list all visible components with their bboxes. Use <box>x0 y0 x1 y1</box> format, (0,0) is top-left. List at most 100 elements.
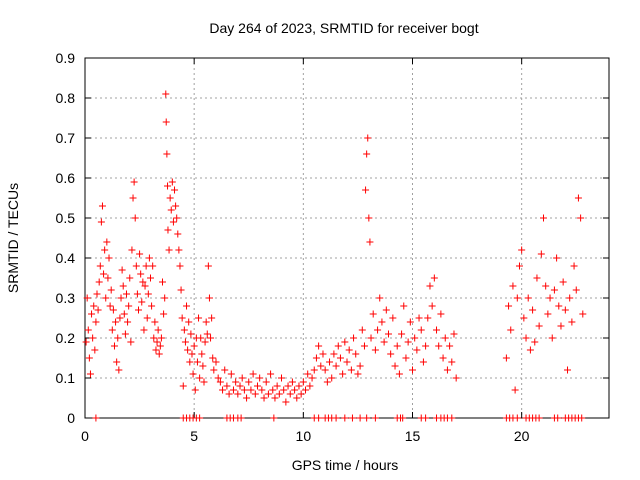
data-point <box>299 378 307 386</box>
data-point <box>197 334 205 342</box>
data-point <box>336 354 344 362</box>
data-point <box>537 250 545 258</box>
data-point <box>422 342 430 350</box>
data-point <box>312 354 320 362</box>
data-point <box>95 278 103 286</box>
data-point <box>559 278 567 286</box>
data-point <box>535 414 543 422</box>
data-point <box>154 326 162 334</box>
data-point <box>137 270 145 278</box>
data-point <box>323 378 331 386</box>
data-point <box>169 218 177 226</box>
x-tick-label: 20 <box>514 428 530 444</box>
data-point <box>119 282 127 290</box>
data-point <box>161 294 169 302</box>
data-point <box>256 374 264 382</box>
data-point <box>102 294 110 302</box>
data-point <box>391 362 399 370</box>
data-point <box>295 382 303 390</box>
data-point <box>424 314 432 322</box>
data-point <box>141 282 149 290</box>
axis-ticks: 0 0.1 0.2 0.3 0.4 0.5 0.6 0.7 0.8 0.9 0 5 10 15 20 <box>56 50 609 444</box>
data-point <box>330 350 338 358</box>
data-point <box>131 214 139 222</box>
data-point <box>89 334 97 342</box>
data-point <box>544 310 552 318</box>
data-point <box>535 322 543 330</box>
data-point <box>568 318 576 326</box>
data-point <box>437 310 445 318</box>
data-point <box>273 382 281 390</box>
data-point <box>205 294 213 302</box>
data-point <box>577 214 585 222</box>
data-point <box>177 286 185 294</box>
data-point <box>400 302 408 310</box>
data-point <box>126 274 134 282</box>
data-point <box>422 414 430 422</box>
data-point <box>148 302 156 310</box>
data-points <box>82 90 587 422</box>
data-point <box>151 318 159 326</box>
data-point <box>350 334 358 342</box>
data-point <box>106 302 114 310</box>
data-point <box>166 194 174 202</box>
data-point <box>251 390 259 398</box>
data-point <box>117 294 125 302</box>
data-point <box>139 278 147 286</box>
data-point <box>366 238 374 246</box>
data-point <box>561 306 569 314</box>
data-point <box>183 302 191 310</box>
data-point <box>127 338 135 346</box>
data-point <box>84 326 92 334</box>
data-point <box>371 414 379 422</box>
y-tick-label: 0.3 <box>56 290 76 306</box>
data-point <box>540 214 547 222</box>
data-point <box>160 310 168 318</box>
data-point <box>345 346 353 354</box>
data-point <box>548 334 556 342</box>
data-point <box>343 358 351 366</box>
data-point <box>221 366 229 374</box>
data-point <box>326 358 334 366</box>
data-point <box>579 310 587 318</box>
data-point <box>566 294 574 302</box>
data-point <box>518 246 526 254</box>
chart-title: Day 264 of 2023, SRMTID for receiver bog… <box>209 20 478 36</box>
data-point <box>168 178 176 186</box>
grid-lines <box>85 58 609 418</box>
data-point <box>275 390 283 398</box>
data-point <box>398 330 406 338</box>
data-point <box>419 358 427 366</box>
data-point <box>513 294 521 302</box>
data-point <box>393 342 401 350</box>
data-point <box>339 370 347 378</box>
data-point <box>278 374 285 382</box>
data-point <box>332 362 340 370</box>
data-point <box>321 366 329 374</box>
data-point <box>174 230 182 238</box>
data-point <box>179 382 187 390</box>
data-point <box>163 150 171 158</box>
y-tick-label: 0.7 <box>56 130 76 146</box>
data-point <box>262 378 270 386</box>
data-point <box>269 386 277 394</box>
data-point <box>191 386 199 394</box>
y-tick-label: 0.2 <box>56 330 76 346</box>
data-point <box>380 338 388 346</box>
data-point <box>128 246 136 254</box>
data-point <box>88 310 96 318</box>
data-point <box>199 362 207 370</box>
data-point <box>384 330 392 338</box>
data-point <box>157 334 165 342</box>
data-point <box>145 254 153 262</box>
data-point <box>195 314 203 322</box>
data-point <box>395 370 403 378</box>
data-point <box>247 386 255 394</box>
data-point <box>291 386 299 394</box>
data-point <box>260 394 268 402</box>
data-point <box>210 366 218 374</box>
data-point <box>140 326 148 334</box>
data-point <box>245 378 253 386</box>
data-point <box>374 326 382 334</box>
